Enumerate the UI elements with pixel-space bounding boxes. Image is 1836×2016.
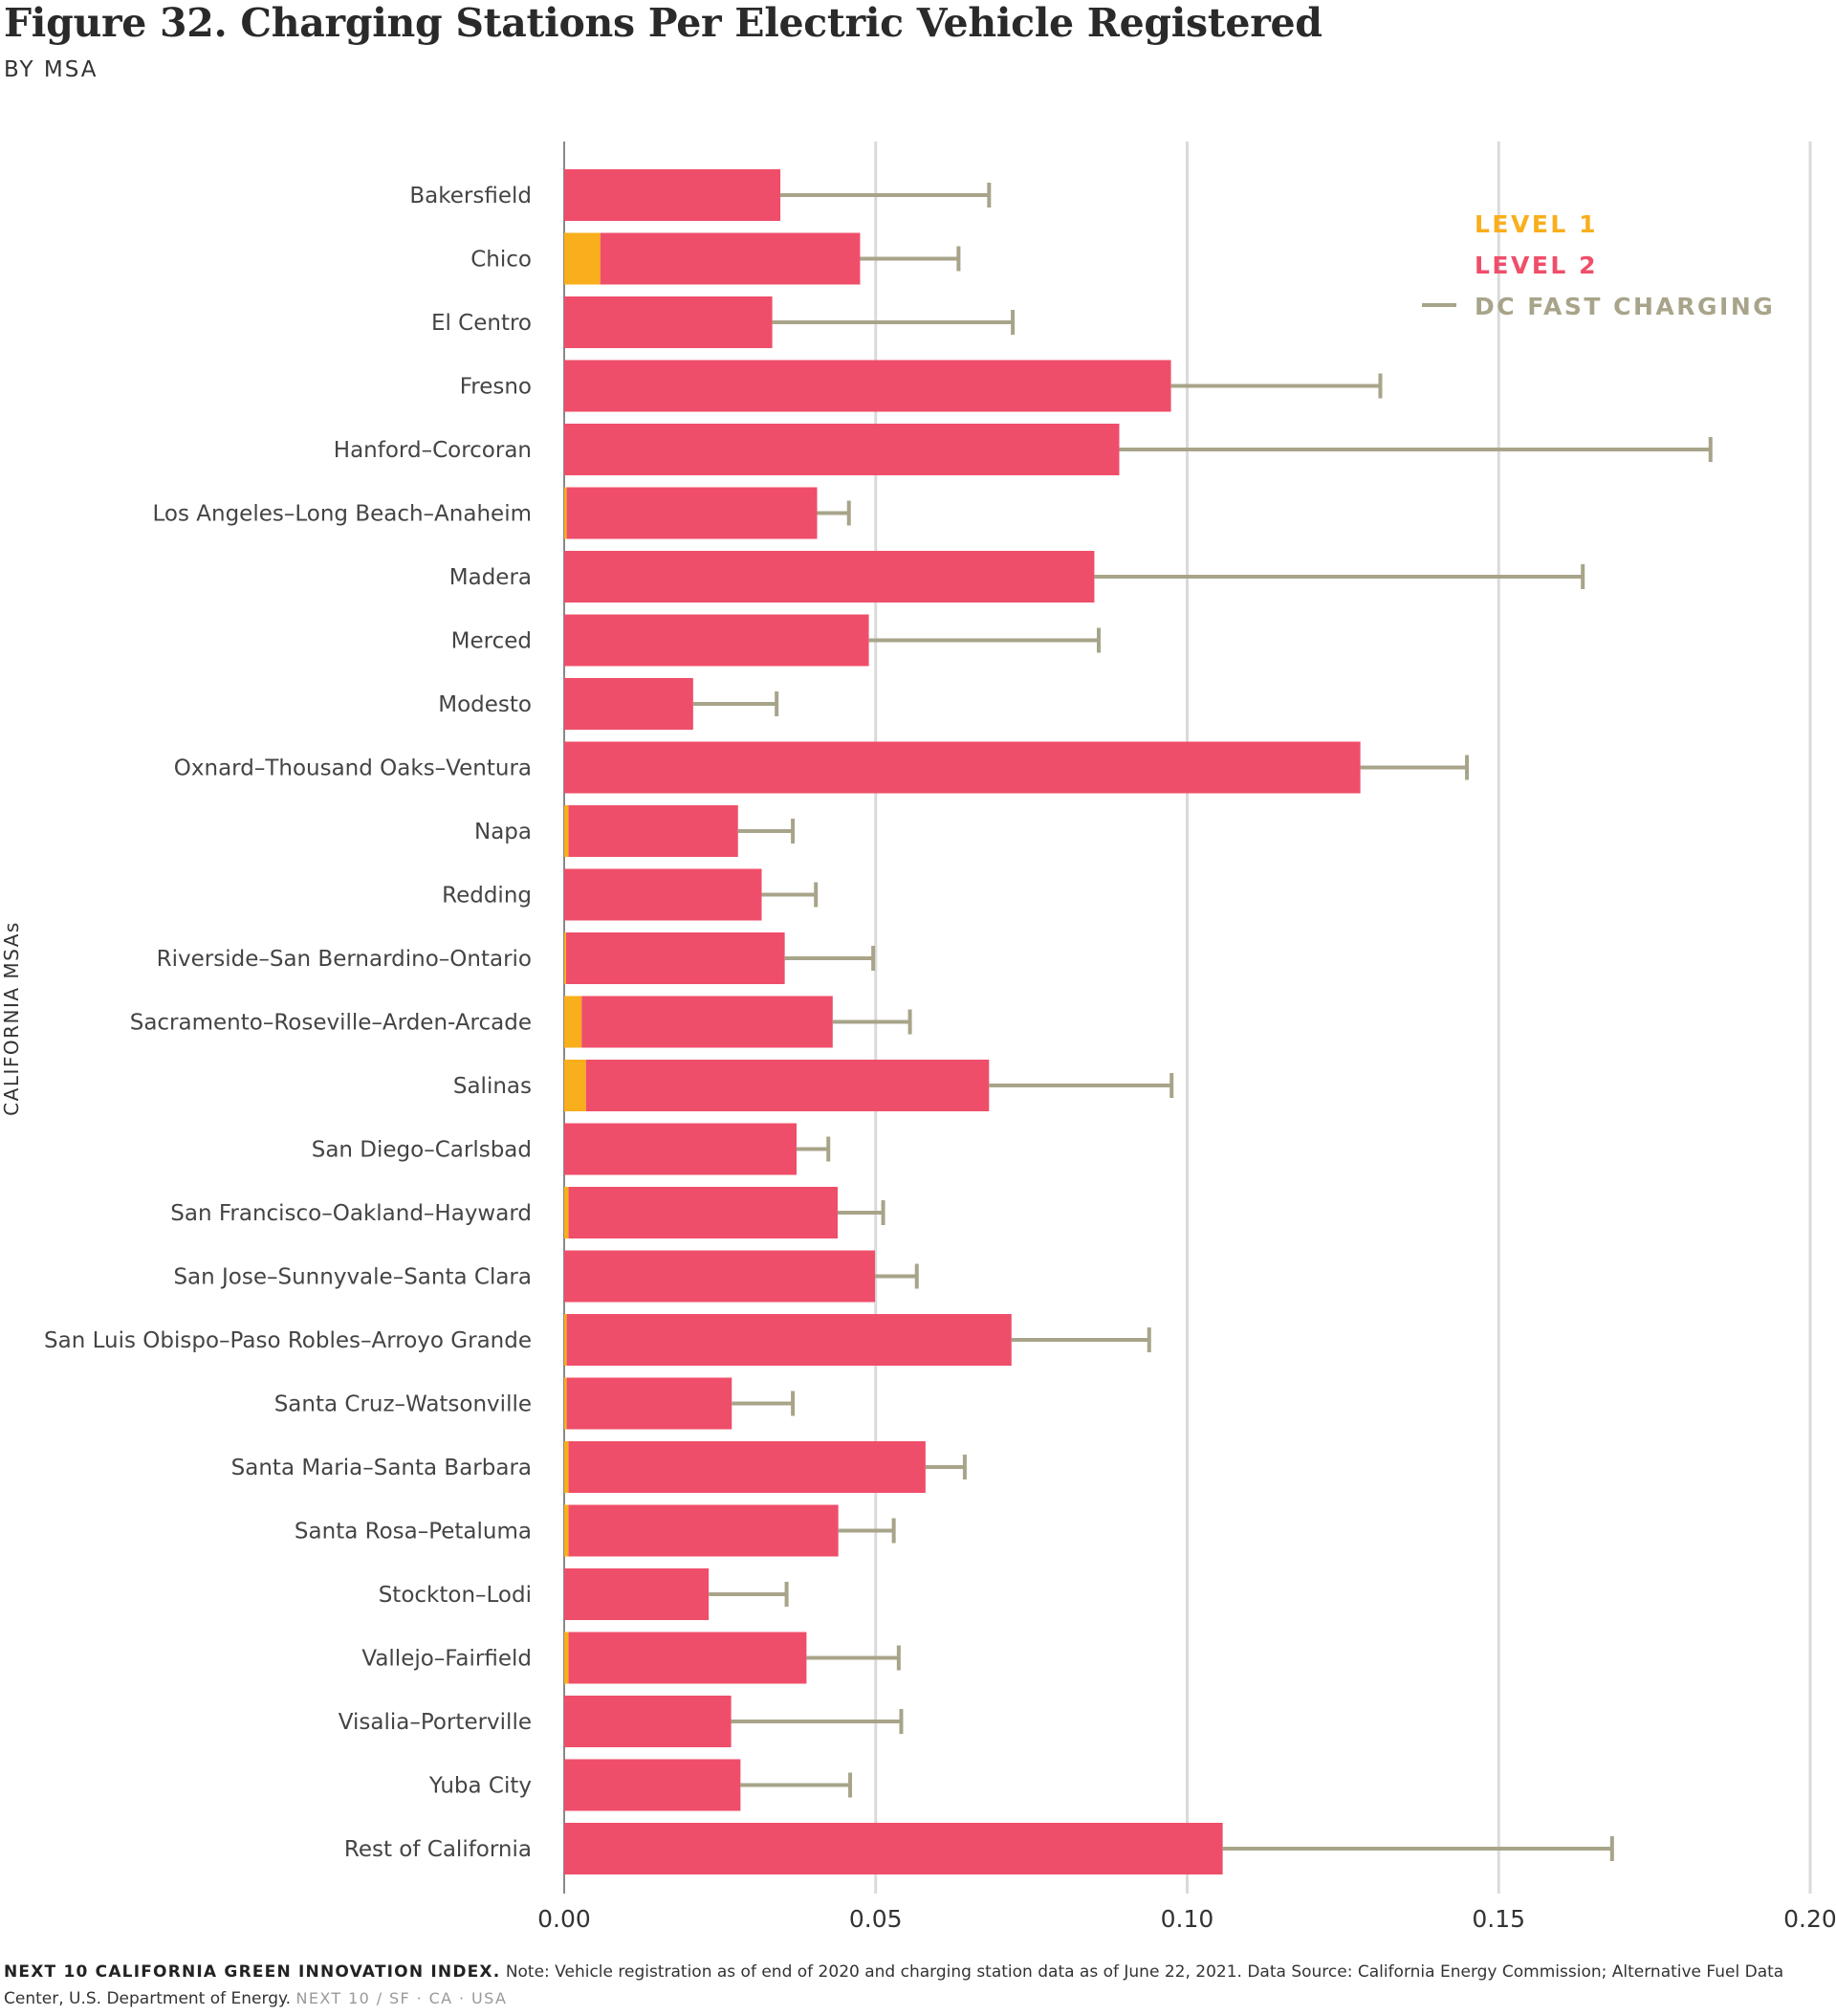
footer-tag: NEXT 10 / SF · CA · USA xyxy=(295,1989,508,2007)
category-label: Napa xyxy=(474,820,532,844)
bar-level1 xyxy=(564,1187,569,1238)
bar-level2 xyxy=(600,232,861,285)
bar-level1 xyxy=(564,1377,567,1430)
bar-level1 xyxy=(564,1632,569,1684)
category-label: Visalia–Porterville xyxy=(339,1710,532,1735)
bar-level1 xyxy=(564,932,566,984)
bar-level2 xyxy=(568,805,738,857)
legend-dc-fast: DC FAST CHARGING xyxy=(1475,293,1775,320)
bar-level2 xyxy=(585,1060,990,1111)
x-tick-label: 0.15 xyxy=(1472,1905,1525,1933)
x-tick-label: 0.10 xyxy=(1161,1905,1214,1933)
bar-level2 xyxy=(568,1504,839,1557)
bars xyxy=(564,169,1361,1874)
x-tick-labels: 0.00 0.05 0.10 0.15 0.20 xyxy=(537,1905,1836,1933)
bar-level2 xyxy=(564,296,773,348)
legend: LEVEL 1 LEVEL 2 DC FAST CHARGING xyxy=(1422,210,1775,320)
bar-level1 xyxy=(564,1060,586,1111)
bar-level1 xyxy=(564,805,569,857)
bar-level1 xyxy=(564,1314,567,1366)
legend-level2: LEVEL 2 xyxy=(1475,252,1598,279)
bar-level2 xyxy=(566,1377,732,1430)
x-tick-label: 0.05 xyxy=(849,1905,903,1933)
category-label: Fresno xyxy=(460,375,532,400)
bar-level2 xyxy=(566,487,818,539)
x-tick-label: 0.20 xyxy=(1783,1905,1836,1933)
category-label: Santa Maria–Santa Barbara xyxy=(231,1456,532,1480)
category-label: Salinas xyxy=(453,1074,532,1099)
footer-brand: NEXT 10 CALIFORNIA GREEN INNOVATION INDE… xyxy=(4,1962,501,1982)
bar-level2 xyxy=(564,1759,741,1811)
bar-level2 xyxy=(564,1696,732,1747)
bar-level2 xyxy=(564,424,1120,475)
category-labels: Bakersfield Chico El Centro Fresno Hanford–C… xyxy=(44,184,532,1862)
category-label: Oxnard–Thousand Oaks–Ventura xyxy=(174,756,532,781)
category-label: Hanford–Corcoran xyxy=(334,438,532,463)
bar-level2 xyxy=(568,1632,807,1684)
category-label: Riverside–San Bernardino–Ontario xyxy=(157,947,532,972)
bar-level2 xyxy=(564,1568,710,1620)
legend-level1: LEVEL 1 xyxy=(1475,210,1598,238)
bar-level2 xyxy=(564,741,1361,794)
category-label: Bakersfield xyxy=(409,184,532,208)
category-label: Vallejo–Fairfield xyxy=(361,1647,532,1672)
category-label: Modesto xyxy=(438,692,532,717)
footer-note-text: Note: Vehicle registration as of end of … xyxy=(4,1962,1784,2008)
bar-level2 xyxy=(564,1250,876,1303)
bar-level2 xyxy=(564,360,1171,412)
category-label: Redding xyxy=(442,884,532,909)
category-label: Madera xyxy=(449,565,532,590)
category-label: San Francisco–Oakland–Hayward xyxy=(170,1201,532,1226)
category-label: Chico xyxy=(470,248,532,273)
category-label: El Centro xyxy=(431,311,532,336)
bar-level2 xyxy=(565,932,785,984)
category-label: Santa Cruz–Watsonville xyxy=(274,1392,532,1417)
bar-level1 xyxy=(564,487,567,539)
bar-level2 xyxy=(568,1187,839,1238)
chart-title: Figure 32. Charging Stations Per Electri… xyxy=(4,0,1322,46)
bar-level2 xyxy=(564,169,781,221)
y-axis-label: CALIFORNIA MSAs xyxy=(0,921,23,1116)
bar-level2 xyxy=(564,614,869,667)
dc-fast-whiskers xyxy=(692,183,1713,1861)
bar-level1 xyxy=(564,1441,569,1493)
category-label: San Diego–Carlsbad xyxy=(312,1138,532,1163)
bar-level2 xyxy=(564,1823,1223,1874)
bar-level2 xyxy=(564,678,693,730)
x-tick-label: 0.00 xyxy=(537,1905,591,1933)
bar-level2 xyxy=(564,1123,798,1175)
category-label: San Jose–Sunnyvale–Santa Clara xyxy=(173,1265,532,1290)
category-label: Los Angeles–Long Beach–Anaheim xyxy=(152,502,532,527)
bar-level1 xyxy=(564,232,601,285)
bar-level2 xyxy=(581,996,833,1048)
bar-level2 xyxy=(566,1314,1012,1366)
category-label: San Luis Obispo–Paso Robles–Arroyo Grand… xyxy=(44,1328,532,1353)
category-label: Santa Rosa–Petaluma xyxy=(295,1520,532,1545)
bar-level1 xyxy=(564,996,582,1048)
chart-subtitle: BY MSA xyxy=(4,57,98,82)
category-label: Merced xyxy=(451,629,532,654)
category-label: Rest of California xyxy=(344,1837,532,1862)
category-label: Sacramento–Roseville–Arden-Arcade xyxy=(130,1011,532,1036)
bar-level2 xyxy=(564,551,1095,603)
bar-level2 xyxy=(568,1441,926,1493)
category-label: Yuba City xyxy=(428,1774,532,1799)
footer-note: NEXT 10 CALIFORNIA GREEN INNOVATION INDE… xyxy=(4,1959,1821,2012)
category-label: Stockton–Lodi xyxy=(379,1583,532,1608)
bar-chart: Bakersfield Chico El Centro Fresno Hanford–C… xyxy=(0,142,1836,1933)
bar-level2 xyxy=(564,868,762,921)
bar-level1 xyxy=(564,1504,569,1557)
